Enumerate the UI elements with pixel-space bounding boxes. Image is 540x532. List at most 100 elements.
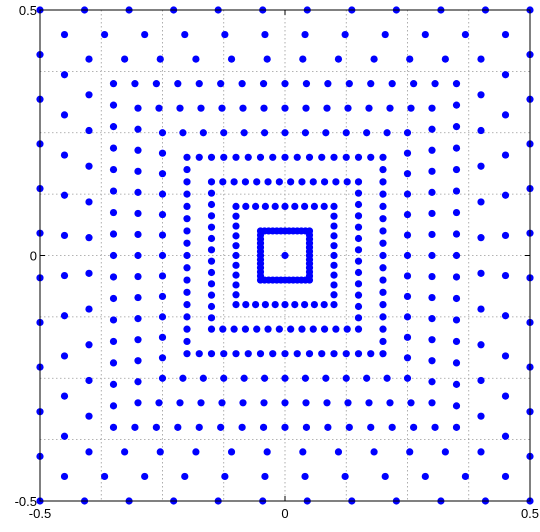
data-point (281, 153, 289, 161)
data-point (379, 190, 387, 198)
data-point (275, 178, 283, 186)
y-tick-label: 0.5 (19, 3, 37, 18)
data-point (60, 352, 69, 360)
data-point (477, 412, 485, 420)
data-point (501, 191, 510, 199)
data-point (406, 448, 414, 456)
data-point (221, 30, 229, 39)
data-point (109, 123, 118, 131)
data-point (501, 392, 510, 400)
data-point (403, 149, 412, 157)
data-point (302, 80, 311, 88)
data-point (452, 187, 461, 195)
data-points (36, 6, 534, 505)
data-point (207, 246, 216, 254)
data-point (441, 448, 449, 456)
y-tick-label: -0.5 (15, 494, 37, 509)
data-point (199, 374, 207, 382)
data-point (60, 312, 69, 320)
data-point (281, 251, 289, 260)
data-point (354, 200, 363, 209)
data-point (100, 472, 109, 481)
data-point (452, 294, 461, 303)
data-point (264, 325, 272, 333)
data-point (330, 301, 338, 309)
data-point (134, 230, 142, 239)
data-point (330, 291, 338, 299)
data-point (477, 341, 485, 349)
data-point (403, 354, 412, 362)
data-point (260, 227, 269, 235)
data-point (379, 153, 387, 161)
data-point (183, 178, 191, 186)
data-point (281, 301, 289, 309)
data-point (403, 129, 412, 137)
data-point (403, 170, 412, 178)
data-point (281, 423, 289, 431)
data-point (379, 239, 387, 247)
data-point (354, 178, 363, 186)
data-point (152, 80, 160, 88)
data-point (60, 151, 69, 159)
data-point (263, 55, 271, 63)
data-point (354, 291, 363, 299)
data-point (197, 104, 205, 112)
data-point (477, 305, 485, 313)
data-point (264, 178, 272, 186)
tick-marks (39, 9, 531, 502)
data-point (207, 189, 216, 197)
data-point (379, 264, 387, 272)
data-point (109, 402, 118, 410)
data-point (320, 202, 328, 210)
data-point (330, 153, 338, 161)
data-point (501, 30, 510, 39)
data-point (220, 374, 228, 382)
data-point (309, 178, 317, 186)
data-point (477, 234, 485, 242)
data-point (330, 251, 338, 260)
data-point (85, 448, 93, 456)
data-point (199, 129, 207, 137)
data-point (261, 202, 269, 210)
data-point (452, 101, 461, 109)
data-point (176, 104, 184, 112)
data-point (195, 423, 203, 431)
data-point (207, 223, 216, 231)
data-point (232, 291, 240, 299)
data-point (407, 399, 415, 407)
data-point (379, 313, 387, 321)
data-point (260, 104, 268, 112)
data-point (330, 350, 338, 358)
data-point (428, 230, 436, 239)
data-point (174, 80, 182, 88)
data-point (291, 301, 299, 309)
data-point (334, 55, 343, 63)
data-point (232, 212, 240, 220)
data-point (141, 30, 149, 39)
data-point (421, 30, 429, 39)
data-point (330, 261, 338, 269)
data-point (158, 129, 167, 137)
data-point (452, 402, 461, 410)
data-point (452, 337, 461, 346)
data-point (232, 222, 240, 230)
data-point (85, 55, 93, 63)
data-point (134, 167, 142, 175)
data-point (421, 472, 429, 481)
data-point (85, 269, 93, 277)
data-point (477, 269, 485, 277)
data-point (219, 178, 227, 186)
data-point (256, 272, 265, 280)
data-point (155, 399, 163, 407)
data-point (207, 291, 216, 299)
data-point (207, 234, 216, 243)
data-point (134, 315, 142, 323)
data-point (281, 350, 289, 358)
data-point (232, 202, 240, 210)
data-point (275, 325, 283, 333)
data-point (195, 350, 203, 358)
data-point (452, 316, 461, 324)
data-point (428, 146, 436, 154)
data-point (477, 376, 485, 385)
